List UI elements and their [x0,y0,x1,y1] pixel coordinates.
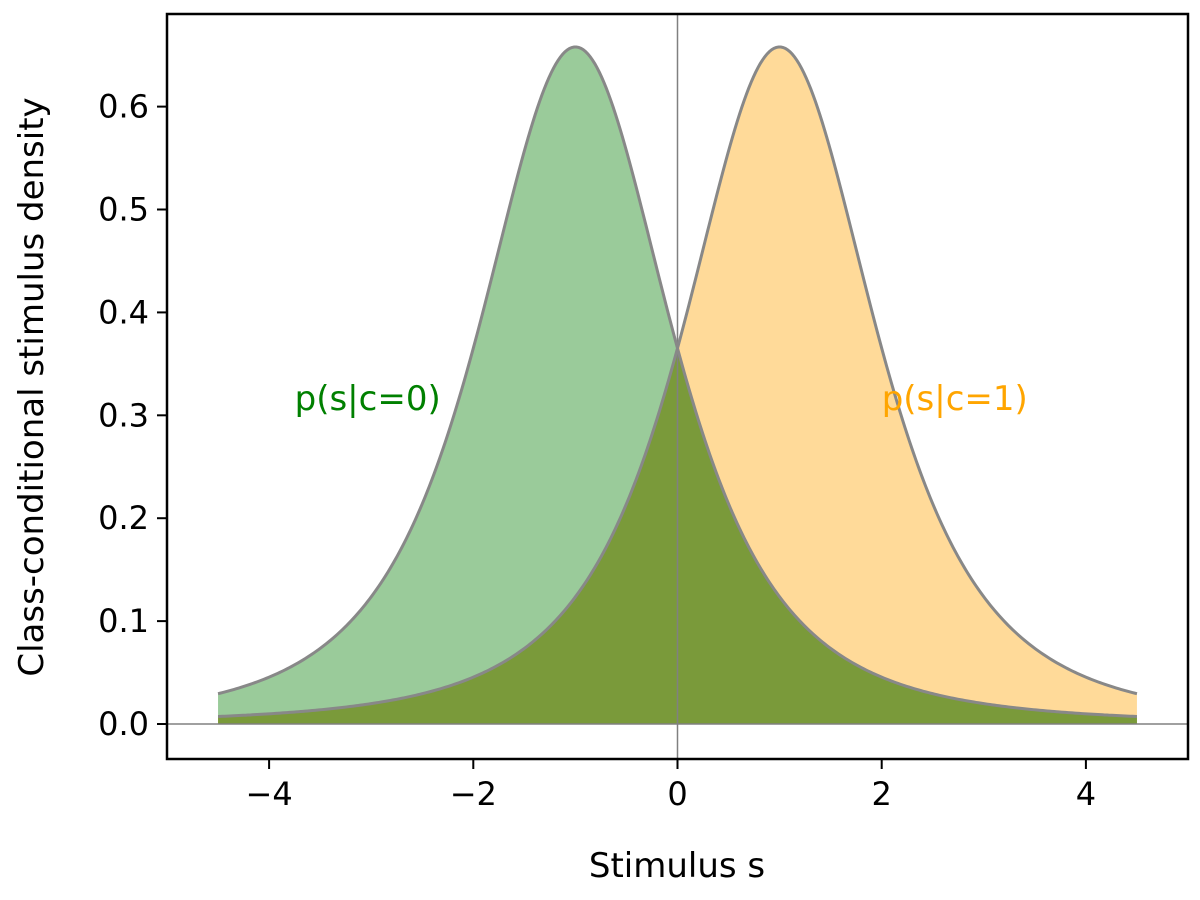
y-axis-label: Class-conditional stimulus density [12,97,52,676]
x-axis-label: Stimulus s [589,846,765,886]
y-tick-label: 0.0 [98,705,149,743]
series-layer [167,14,1188,759]
x-axis: −4 −2 0 2 4 [246,759,1096,813]
y-tick-label: 0.2 [98,499,149,537]
y-tick-label: 0.1 [98,602,149,640]
y-tick-label: 0.3 [98,396,149,434]
y-tick-label: 0.5 [98,191,149,229]
x-tick-label: 0 [667,775,687,813]
x-tick-label: 4 [1076,775,1096,813]
y-tick-label: 0.6 [98,88,149,126]
x-tick-label: −4 [246,775,293,813]
x-tick-label: 2 [872,775,892,813]
series-label-class-1: p(s|c=1) [882,379,1028,419]
density-curve-class-1 [217,45,1138,719]
y-axis: 0.0 0.1 0.2 0.3 0.4 0.5 0.6 [98,88,167,743]
y-tick-label: 0.4 [98,293,149,331]
plot-area [165,12,1190,761]
x-tick-label: −2 [450,775,497,813]
series-label-class-0: p(s|c=0) [295,379,441,419]
